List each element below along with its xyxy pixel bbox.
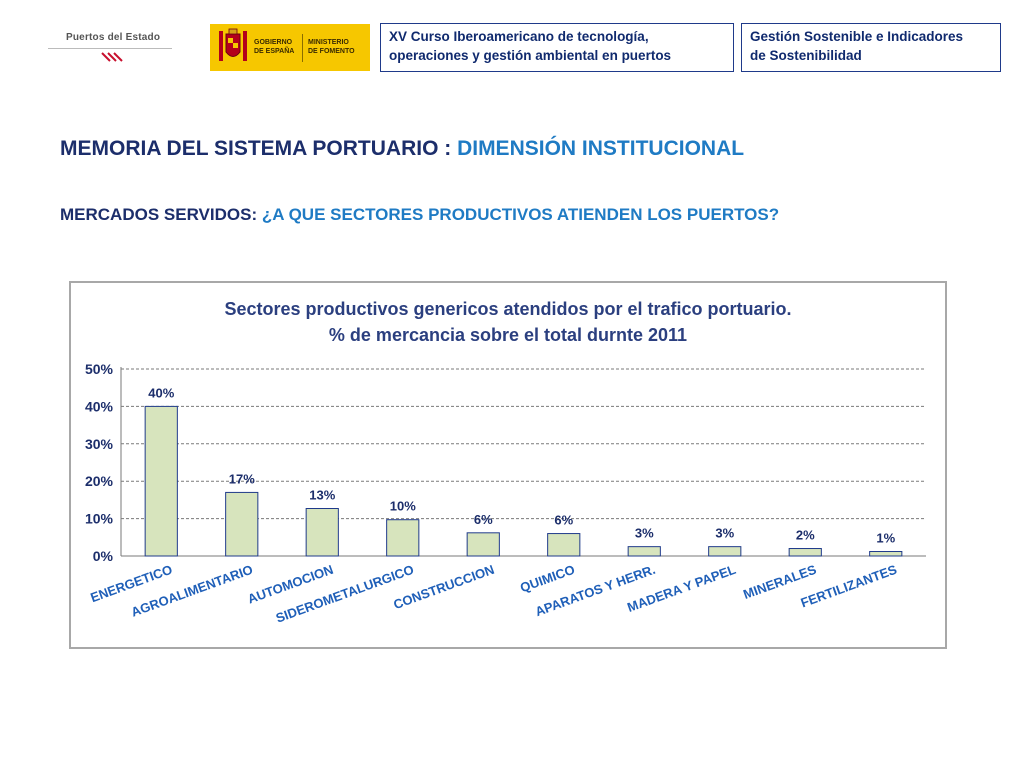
y-tick-label: 30%: [85, 436, 114, 452]
topic-line-2: de Sostenibilidad: [750, 48, 862, 63]
gobierno-espana-logo: GOBIERNO DE ESPAÑA MINISTERIO DE FOMENTO: [210, 24, 370, 71]
data-label: 6%: [474, 512, 493, 527]
course-line-2: operaciones y gestión ambiental en puert…: [389, 48, 672, 63]
puertos-logo-text: Puertos del Estado: [66, 32, 161, 43]
y-tick-label: 40%: [85, 398, 114, 414]
topic-line-1: Gestión Sostenible e Indicadores: [750, 29, 964, 44]
subtitle-highlight: ¿A QUE SECTORES PRODUCTIVOS ATIENDEN LOS…: [261, 205, 780, 224]
data-label: 13%: [309, 488, 335, 503]
y-tick-label: 10%: [85, 511, 114, 527]
data-label: 10%: [390, 499, 416, 514]
chart-title-line: % de mercancia sobre el total durnte 201…: [329, 325, 687, 345]
bar: [788, 548, 822, 557]
main-title-prefix: MEMORIA DEL SISTEMA PORTUARIO :: [60, 137, 458, 160]
main-title: MEMORIA DEL SISTEMA PORTUARIO : DIMENSIÓ…: [60, 137, 744, 161]
subtitle: MERCADOS SERVIDOS: ¿A QUE SECTORES PRODU…: [60, 205, 779, 225]
subtitle-prefix: MERCADOS SERVIDOS:: [60, 205, 262, 224]
course-line-1: XV Curso Iberoamericano de tecnología,: [389, 29, 649, 44]
y-tick-label: 50%: [85, 361, 114, 377]
puertos-mark-icon: [101, 52, 123, 62]
puertos-del-estado-logo: Puertos del Estado: [48, 28, 176, 64]
x-category-label: QUIMICO: [518, 562, 577, 596]
data-label: 2%: [796, 528, 815, 543]
y-tick-label: 20%: [85, 473, 114, 489]
y-tick-label: 0%: [93, 548, 114, 564]
bar: [225, 491, 259, 557]
bar: [466, 532, 500, 557]
bar: [869, 551, 903, 557]
bar: [144, 405, 178, 557]
bar: [708, 546, 742, 557]
logo-divider: [48, 48, 172, 49]
x-category-label: SIDEROMETALURGICO: [274, 562, 416, 626]
ministerio-text: MINISTERIO DE FOMENTO: [308, 39, 355, 55]
main-title-highlight: DIMENSIÓN INSTITUCIONAL: [457, 137, 745, 160]
course-title-box: XV Curso Iberoamericano de tecnología, o…: [380, 23, 734, 72]
bar-chart: Sectores productivos genericos atendidos…: [85, 299, 926, 626]
chart-title-line: Sectores productivos genericos atendidos…: [224, 299, 791, 319]
bar: [386, 519, 420, 557]
spain-crest-icon: [219, 28, 247, 61]
data-label: 3%: [715, 526, 734, 541]
bar: [305, 508, 339, 557]
gobierno-text: GOBIERNO DE ESPAÑA: [254, 39, 295, 55]
topic-title-box: Gestión Sostenible e Indicadores de Sost…: [741, 23, 1001, 72]
bar: [627, 546, 661, 557]
data-label: 1%: [876, 531, 895, 546]
logo-separator: [302, 34, 303, 62]
data-label: 3%: [635, 526, 654, 541]
data-label: 17%: [229, 471, 255, 486]
bar: [547, 533, 581, 557]
data-label: 40%: [148, 385, 174, 400]
data-label: 6%: [554, 513, 573, 528]
chart-frame: Sectores productivos genericos atendidos…: [69, 281, 947, 649]
